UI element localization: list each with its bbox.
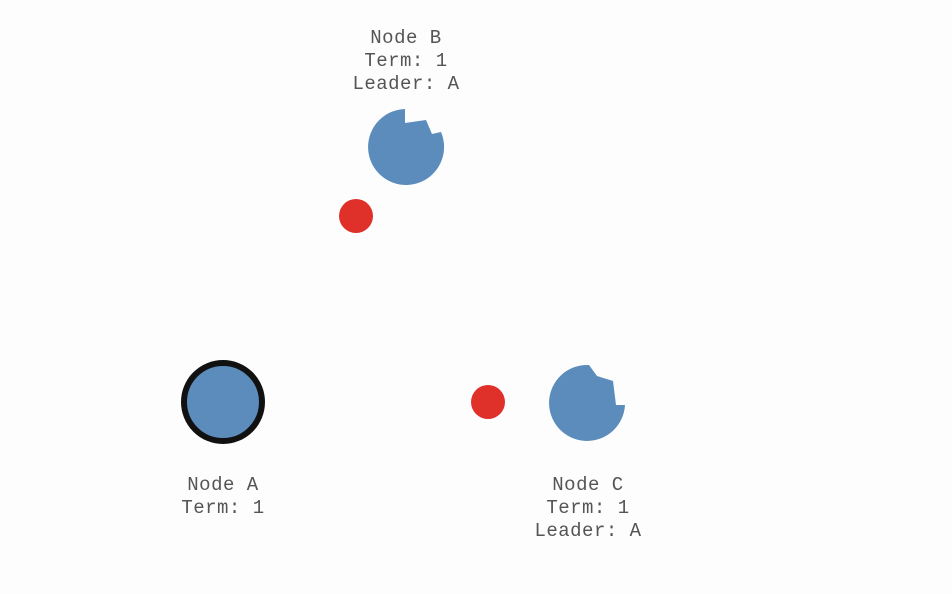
node-c-leader: Leader: A <box>534 520 642 542</box>
node-b-label: Node B Term: 1 Leader: A <box>306 27 506 96</box>
node-c-circle[interactable] <box>549 364 625 441</box>
node-b-name: Node B <box>370 27 442 49</box>
node-c-name: Node C <box>552 474 624 496</box>
node-a-term: Term: 1 <box>181 497 265 519</box>
node-a-name: Node A <box>187 474 259 496</box>
message-to-node-c <box>471 385 505 419</box>
node-a-label: Node A Term: 1 <box>123 474 323 520</box>
node-b-leader: Leader: A <box>352 73 460 95</box>
node-b-circle[interactable] <box>368 109 445 185</box>
node-c-term: Term: 1 <box>546 497 630 519</box>
node-b-term: Term: 1 <box>364 50 448 72</box>
node-a-circle[interactable] <box>181 360 265 444</box>
message-to-node-b <box>339 199 373 233</box>
node-c-label: Node C Term: 1 Leader: A <box>488 474 688 543</box>
